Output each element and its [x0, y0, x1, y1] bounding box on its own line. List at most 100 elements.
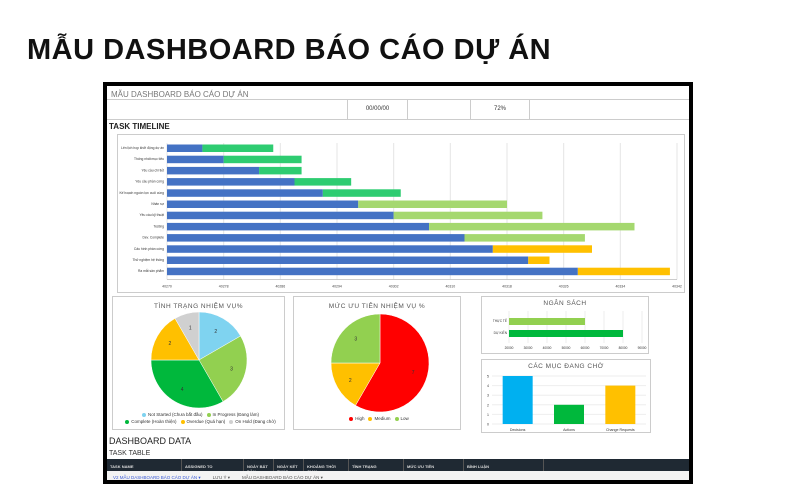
pie-slice: [150, 318, 200, 361]
legend-label: High: [355, 416, 365, 421]
bar-remaining: [464, 234, 585, 242]
x-tick-label: 80000: [619, 346, 628, 350]
legend-label: Medium: [374, 416, 391, 421]
category-label: Thống nhất mục tiêu: [134, 157, 164, 161]
dashboard-data-heading: DASHBOARD DATA: [109, 436, 192, 446]
x-tick-label: 40334: [615, 284, 625, 288]
y-tick-label: 4: [487, 384, 489, 388]
category-label: DỰ KIẾN: [494, 330, 508, 335]
bar-remaining: [358, 200, 507, 208]
x-tick-label: 60000: [581, 346, 590, 350]
legend-label: Not Started (Chưa bắt đầu): [147, 412, 203, 417]
category-label: THỰC TẾ: [493, 318, 507, 323]
slice-label: 1: [189, 326, 192, 332]
kpi-empty: [407, 100, 470, 119]
bar-completed: [167, 211, 394, 220]
category-label: Thử nghiệm hệ thống: [132, 258, 164, 262]
pie-slice: [355, 313, 430, 413]
bar-remaining: [393, 211, 543, 220]
x-tick-label: 40270: [162, 284, 172, 288]
bar-remaining: [223, 155, 302, 164]
column-header[interactable]: ASSIGNED TO: [182, 459, 244, 471]
column-header[interactable]: BÌNH LUẬN: [464, 459, 544, 471]
page-title: MẪU DASHBOARD BÁO CÁO DỰ ÁN: [27, 34, 552, 66]
status-pie-chart: TÌNH TRẠNG NHIỆM VỤ% 2 3 4 2 1 Not Started (…: [112, 296, 285, 430]
category-label: Dev. Complete: [142, 236, 164, 240]
column-header[interactable]: TASK NAME: [107, 459, 182, 471]
category-label: Lên lịch họp khởi động dự án: [121, 146, 164, 150]
y-tick-label: 3: [487, 394, 489, 398]
category-label: Testing: [154, 224, 165, 228]
pie-slice: [330, 362, 381, 406]
sheet-tab[interactable]: MẪU DASHBOARD BÁO CÁO DỰ ÁN ▾: [241, 474, 323, 480]
legend-label: Complete (Hoàn thiện): [131, 419, 177, 424]
pie-slice: [150, 359, 224, 409]
chart-title: CÁC MỤC ĐANG CHỜ: [528, 363, 604, 370]
y-tick-label: 5: [487, 375, 489, 379]
y-tick-label: 0: [487, 423, 489, 427]
kpi-percent: 72%: [470, 100, 530, 119]
bar-completed: [167, 222, 430, 231]
column-header[interactable]: TÌNH TRẠNG: [349, 459, 404, 471]
pie-svg: 2 3 4 2 1: [150, 311, 248, 409]
y-tick-label: 1: [487, 413, 489, 417]
column-header[interactable]: KHOẢNG THỜI GIAN: [304, 459, 349, 474]
x-tick-label: 40302: [389, 284, 399, 288]
category-label: Yêu cầu kỹ thuật: [139, 213, 164, 217]
pie-slice: [198, 311, 241, 361]
bar-completed: [167, 189, 323, 197]
x-tick-label: 40318: [502, 284, 512, 288]
legend-swatch: [394, 416, 399, 421]
bar-completed: [167, 166, 260, 175]
legend-swatch: [125, 419, 130, 424]
pending-bar: [502, 376, 533, 424]
column-header[interactable]: NGÀY BẮT ĐẦU: [244, 459, 274, 474]
slice-label: 2: [349, 378, 352, 384]
spreadsheet-screenshot: MẪU DASHBOARD BÁO CÁO DỰ ÁN 00/00/00 72%…: [103, 82, 693, 484]
y-tick-label: 2: [487, 403, 489, 407]
bar-completed: [167, 267, 578, 276]
bar-completed: [167, 178, 295, 186]
pie-svg: 7 2 3: [330, 313, 430, 413]
bar-completed: [167, 155, 224, 164]
category-label: Actions: [563, 428, 575, 432]
x-tick-label: 40286: [275, 284, 285, 288]
gantt-svg: 40270 40278 40286 40294 40302 40310 40318 40326…: [119, 143, 682, 288]
sheet-tabs: V2 MẪU DASHBOARD BÁO CÁO DỰ ÁN ▾ LƯU Ý ▾ M…: [107, 471, 689, 480]
column-header[interactable]: NGÀY KẾT THÚC: [274, 459, 304, 474]
pie-slice: [198, 335, 248, 402]
slice-label: 2: [214, 329, 217, 335]
slice-label: 3: [354, 337, 357, 343]
legend-swatch: [229, 419, 234, 424]
bar-completed: [167, 256, 529, 264]
legend: High Medium Low: [294, 415, 460, 422]
x-tick-label: 40310: [445, 284, 455, 288]
bar-remaining: [528, 256, 550, 264]
priority-pie-chart: MỨC ƯU TIÊN NHIỆM VỤ % 7 2 3 High Medium Low: [293, 296, 461, 430]
bar-completed: [167, 200, 359, 208]
bar-remaining: [492, 245, 592, 253]
column-header[interactable]: MỨC ƯU TIÊN: [404, 459, 464, 471]
bar-remaining: [202, 144, 274, 152]
x-tick-label: 70000: [600, 346, 609, 350]
x-tick-label: 40326: [559, 284, 569, 288]
pending-chart: CÁC MỤC ĐANG CHỜ 0 1 2 3 4 5 Decisions Actions C…: [481, 359, 651, 433]
budget-svg: 20000 30000 40000 50000 60000 70000 80000 90000…: [493, 311, 647, 350]
legend-label: Overdue (Quá hạn): [186, 419, 226, 424]
pie-slice: [330, 313, 381, 364]
x-tick-label: 40000: [543, 346, 552, 350]
x-tick-label: 50000: [562, 346, 571, 350]
task-table-heading: TASK TABLE: [109, 450, 151, 457]
sheet-tab[interactable]: V2 MẪU DASHBOARD BÁO CÁO DỰ ÁN ▾: [113, 474, 201, 480]
bar-completed: [167, 234, 465, 242]
category-label: Change Requests: [606, 428, 635, 432]
legend-swatch: [141, 412, 146, 417]
sheet-title: MẪU DASHBOARD BÁO CÁO DỰ ÁN: [111, 90, 249, 99]
category-label: Ra mắt sản phẩm: [138, 268, 164, 273]
legend-swatch: [368, 416, 373, 421]
budget-bar: [509, 330, 623, 337]
slice-label: 3: [230, 367, 233, 373]
sheet-tab[interactable]: LƯU Ý ▾: [212, 474, 230, 480]
legend-swatch: [349, 416, 354, 421]
